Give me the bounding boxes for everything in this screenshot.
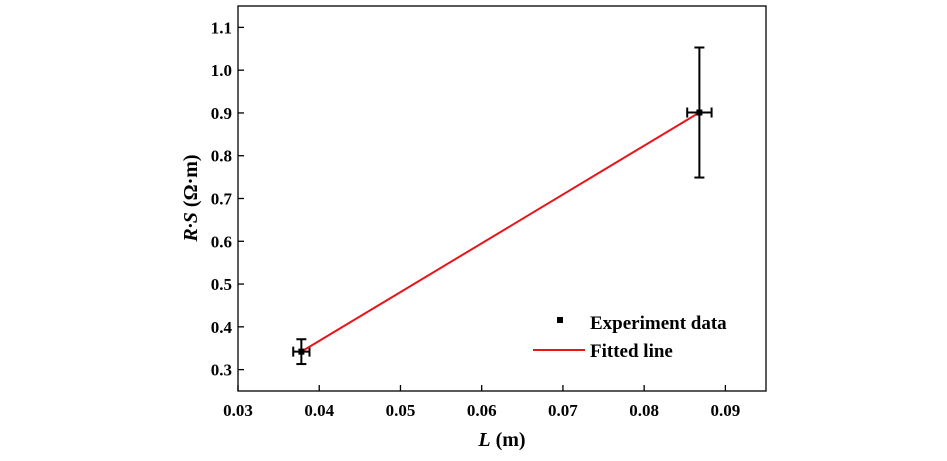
x-tick-label: 0.03 [223, 401, 253, 420]
axis-ticks: 0.03 0.04 0.05 0.06 0.07 0.08 0.09 0.3 0.4 0.5 0.6… [211, 18, 741, 420]
data-marks [292, 46, 713, 366]
y-tick-label: 0.8 [211, 147, 232, 166]
y-tick-label: 0.5 [211, 275, 232, 294]
x-tick-label: 0.07 [548, 401, 578, 420]
y-tick-label: 0.9 [211, 104, 232, 123]
y-tick-label: 0.4 [211, 318, 233, 337]
x-tick-label: 0.08 [629, 401, 659, 420]
y-tick-label: 0.6 [211, 232, 232, 251]
y-tick-label: 0.3 [211, 361, 232, 380]
y-tick-label: 1.0 [211, 61, 232, 80]
x-tick-label: 0.09 [711, 401, 741, 420]
x-axis-label: L (m) [477, 429, 525, 451]
y-axis-unit: (Ω·m) [180, 154, 202, 212]
y-tick-label: 0.7 [211, 190, 233, 209]
y-axis-variable: R·S [180, 212, 202, 242]
data-point [696, 109, 703, 116]
legend-label-fitted-line: Fitted line [590, 341, 673, 362]
x-tick-label: 0.05 [386, 401, 416, 420]
y-tick-label: 1.1 [211, 18, 232, 37]
x-tick-label: 0.04 [304, 401, 334, 420]
data-point [298, 348, 305, 355]
x-tick-label: 0.06 [467, 401, 497, 420]
x-axis-variable: L [477, 429, 490, 451]
x-axis-unit: (m) [491, 429, 526, 451]
fitted-line [300, 111, 700, 353]
y-axis-label: R·S (Ω·m) [180, 154, 202, 242]
legend-marker-experiment-data [557, 317, 563, 323]
legend-label-experiment-data: Experiment data [590, 313, 727, 334]
legend: Experiment data Fitted line [533, 313, 727, 362]
